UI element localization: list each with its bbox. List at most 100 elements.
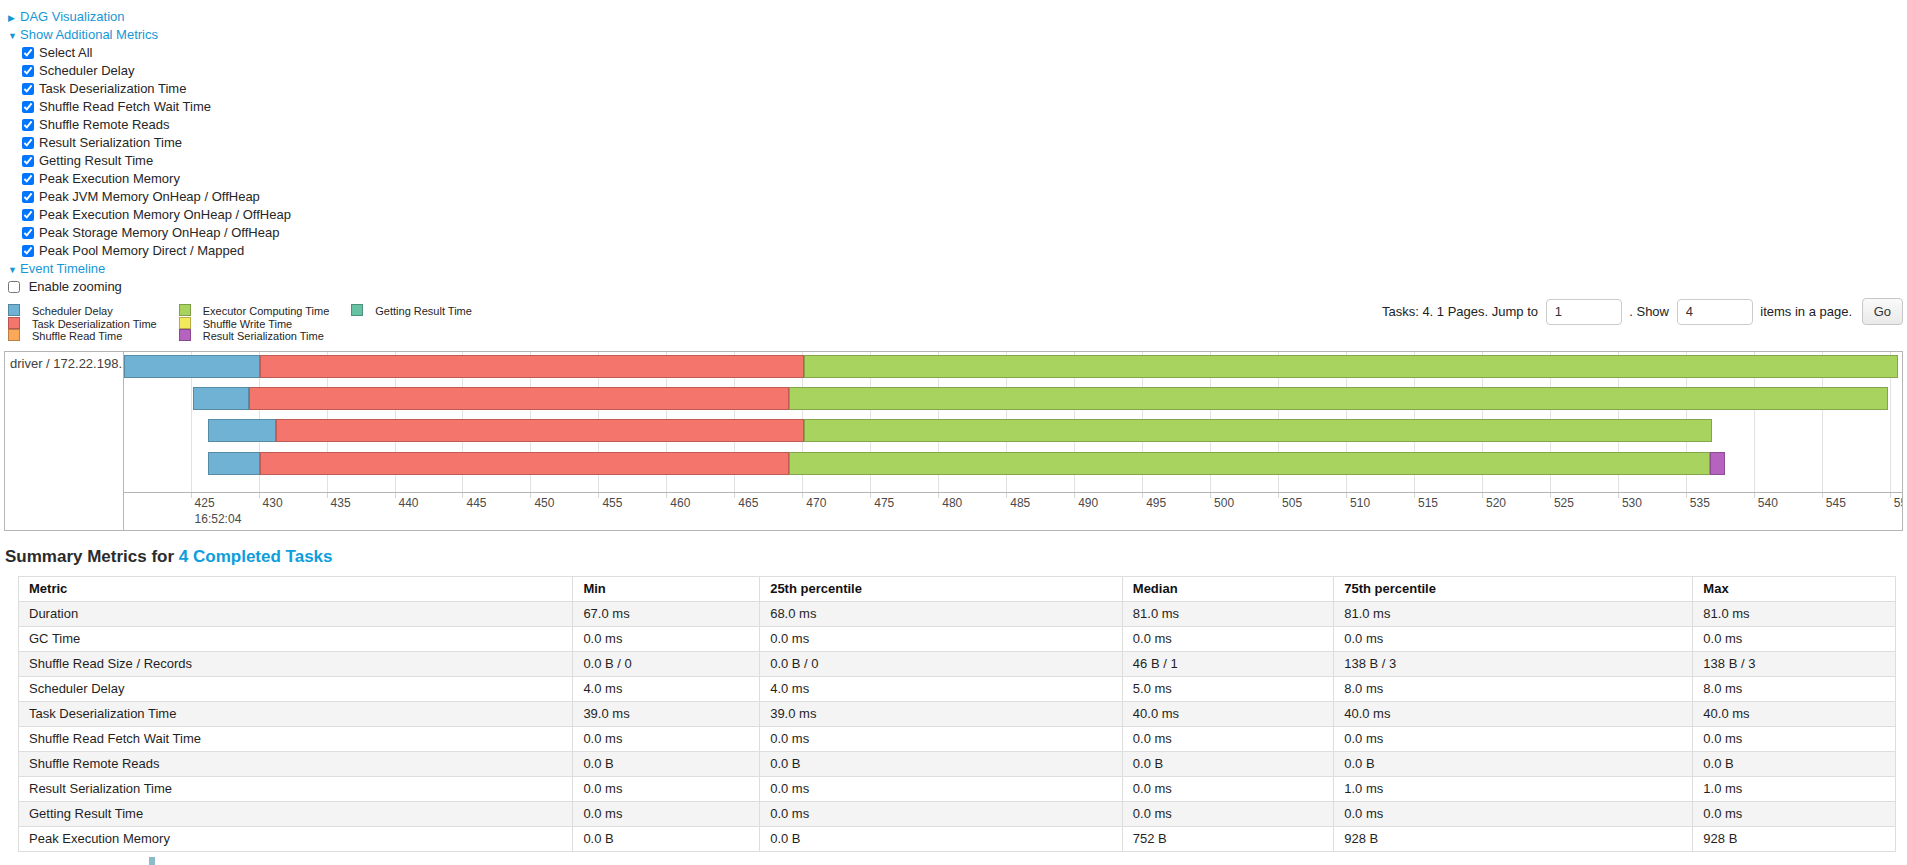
metric-option-checkbox[interactable] bbox=[22, 137, 34, 149]
metric-value-cell: 39.0 ms bbox=[573, 701, 760, 726]
task-bar-segment-task_deserialization[interactable] bbox=[260, 355, 804, 378]
task-bar-segment-scheduler_delay[interactable] bbox=[208, 452, 260, 475]
metric-option-checkbox[interactable] bbox=[22, 245, 34, 257]
table-row: GC Time0.0 ms0.0 ms0.0 ms0.0 ms0.0 ms bbox=[19, 626, 1896, 651]
axis-tick-label: 510 bbox=[1346, 496, 1370, 510]
pagination-suffix-text: items in a page. bbox=[1760, 304, 1852, 319]
metric-value-cell: 40.0 ms bbox=[1693, 701, 1896, 726]
event-timeline-toggle[interactable]: ▼Event Timeline bbox=[0, 260, 1907, 278]
dag-visualization-toggle[interactable]: ▶DAG Visualization bbox=[0, 8, 1907, 26]
timeline-plot-area[interactable] bbox=[124, 352, 1902, 492]
task-bar-segment-task_deserialization[interactable] bbox=[249, 387, 789, 410]
task-bar-segment-task_deserialization[interactable] bbox=[260, 452, 789, 475]
timeline-group-label: driver / 172.22.198.104 bbox=[5, 352, 123, 371]
metric-option-row: Select All bbox=[0, 44, 1907, 62]
metric-value-cell: 0.0 ms bbox=[573, 801, 760, 826]
completed-tasks-link[interactable]: 4 Completed Tasks bbox=[179, 547, 333, 566]
metric-option-checkbox[interactable] bbox=[22, 227, 34, 239]
result_serialization-swatch-icon bbox=[179, 329, 191, 341]
metric-value-cell: 0.0 B bbox=[1334, 751, 1693, 776]
legend-label: Result Serialization Time bbox=[203, 330, 324, 342]
metric-option-checkbox[interactable] bbox=[22, 155, 34, 167]
getting_result-swatch-icon bbox=[351, 304, 363, 316]
axis-tick-label: 425 bbox=[191, 496, 215, 510]
enable-zooming-checkbox[interactable] bbox=[8, 281, 20, 293]
timeline-legend-bar: Scheduler DelayTask Deserialization Time… bbox=[0, 304, 1907, 342]
metric-value-cell: 46 B / 1 bbox=[1122, 651, 1333, 676]
task-bar-segment-scheduler_delay[interactable] bbox=[124, 355, 260, 378]
metric-option-label: Peak Storage Memory OnHeap / OffHeap bbox=[39, 225, 279, 240]
table-row: Scheduler Delay4.0 ms4.0 ms5.0 ms8.0 ms8… bbox=[19, 676, 1896, 701]
axis-tick-label: 440 bbox=[395, 496, 419, 510]
metric-option-checkbox[interactable] bbox=[22, 191, 34, 203]
timeline-time-axis: 42516:52:0443043544044545045546046547047… bbox=[124, 492, 1902, 530]
table-header-row: MetricMin25th percentileMedian75th perce… bbox=[19, 576, 1896, 601]
metric-value-cell: 0.0 B / 0 bbox=[573, 651, 760, 676]
go-button[interactable]: Go bbox=[1862, 298, 1903, 325]
axis-tick-label: 485 bbox=[1006, 496, 1030, 510]
metric-option-row: Shuffle Read Fetch Wait Time bbox=[0, 98, 1907, 116]
metric-option-checkbox[interactable] bbox=[22, 47, 34, 59]
metric-value-cell: 0.0 ms bbox=[760, 726, 1123, 751]
axis-tick-label: 490 bbox=[1074, 496, 1098, 510]
axis-tick-label: 460 bbox=[666, 496, 690, 510]
metric-value-cell: 0.0 ms bbox=[1122, 726, 1333, 751]
show-additional-metrics-toggle[interactable]: ▼Show Additional Metrics bbox=[0, 26, 1907, 44]
task-bar-segment-executor_computing[interactable] bbox=[789, 387, 1889, 410]
legend-item-getting_result: Getting Result Time bbox=[351, 304, 472, 317]
column-header: Max bbox=[1693, 576, 1896, 601]
metric-value-cell: 68.0 ms bbox=[760, 601, 1123, 626]
axis-tick-label: 495 bbox=[1142, 496, 1166, 510]
task-bar-segment-task_deserialization[interactable] bbox=[276, 419, 803, 442]
table-row: Getting Result Time0.0 ms0.0 ms0.0 ms0.0… bbox=[19, 801, 1896, 826]
metric-value-cell: 1.0 ms bbox=[1334, 776, 1693, 801]
chevron-down-icon: ▼ bbox=[8, 261, 20, 279]
items-per-page-input[interactable] bbox=[1677, 299, 1753, 325]
task-bar-segment-scheduler_delay[interactable] bbox=[193, 387, 249, 410]
legend-item-scheduler_delay: Scheduler Delay bbox=[8, 304, 157, 317]
legend-item-result_serialization: Result Serialization Time bbox=[179, 329, 330, 342]
metric-option-checkbox[interactable] bbox=[22, 83, 34, 95]
axis-tick-label: 525 bbox=[1550, 496, 1574, 510]
metric-option-checkbox[interactable] bbox=[22, 173, 34, 185]
axis-tick-label: 530 bbox=[1618, 496, 1642, 510]
metric-value-cell: 0.0 ms bbox=[573, 726, 760, 751]
axis-tick-label: 545 bbox=[1822, 496, 1846, 510]
enable-zooming-row: Enable zooming bbox=[0, 278, 1907, 296]
scheduler_delay-swatch-icon bbox=[8, 304, 20, 316]
dag-visualization-label: DAG Visualization bbox=[20, 9, 125, 24]
metric-option-checkbox[interactable] bbox=[22, 119, 34, 131]
column-header: Median bbox=[1122, 576, 1333, 601]
task-bar-segment-result_serialization[interactable] bbox=[1710, 452, 1725, 475]
metric-option-label: Task Deserialization Time bbox=[39, 81, 186, 96]
task-bar-segment-scheduler_delay[interactable] bbox=[208, 419, 276, 442]
metric-value-cell: 8.0 ms bbox=[1693, 676, 1896, 701]
jump-to-page-input[interactable] bbox=[1546, 299, 1622, 325]
metric-value-cell: 0.0 ms bbox=[1693, 801, 1896, 826]
metric-name-cell: Shuffle Read Fetch Wait Time bbox=[19, 726, 573, 751]
metric-value-cell: 0.0 ms bbox=[1122, 801, 1333, 826]
metric-option-label: Peak Execution Memory bbox=[39, 171, 180, 186]
metric-value-cell: 0.0 B bbox=[573, 751, 760, 776]
summary-metrics-table: MetricMin25th percentileMedian75th perce… bbox=[18, 576, 1896, 852]
metric-option-checkbox[interactable] bbox=[22, 209, 34, 221]
metric-name-cell: Result Serialization Time bbox=[19, 776, 573, 801]
metric-value-cell: 138 B / 3 bbox=[1693, 651, 1896, 676]
task-bar-segment-executor_computing[interactable] bbox=[789, 452, 1711, 475]
metric-value-cell: 40.0 ms bbox=[1334, 701, 1693, 726]
metric-option-label: Getting Result Time bbox=[39, 153, 153, 168]
metric-option-checkbox[interactable] bbox=[22, 65, 34, 77]
metric-option-row: Getting Result Time bbox=[0, 152, 1907, 170]
metric-option-label: Peak Execution Memory OnHeap / OffHeap bbox=[39, 207, 291, 222]
axis-tick-label: 445 bbox=[462, 496, 486, 510]
next-section-partial bbox=[149, 857, 155, 865]
metric-option-label: Peak Pool Memory Direct / Mapped bbox=[39, 243, 244, 258]
task-bar-segment-executor_computing[interactable] bbox=[804, 355, 1898, 378]
task-bar-segment-executor_computing[interactable] bbox=[804, 419, 1712, 442]
metric-option-checkbox[interactable] bbox=[22, 101, 34, 113]
metric-value-cell: 4.0 ms bbox=[573, 676, 760, 701]
metric-value-cell: 0.0 ms bbox=[573, 776, 760, 801]
metric-option-row: Peak JVM Memory OnHeap / OffHeap bbox=[0, 188, 1907, 206]
legend-column: Getting Result Time bbox=[351, 304, 472, 342]
metric-option-row: Peak Pool Memory Direct / Mapped bbox=[0, 242, 1907, 260]
